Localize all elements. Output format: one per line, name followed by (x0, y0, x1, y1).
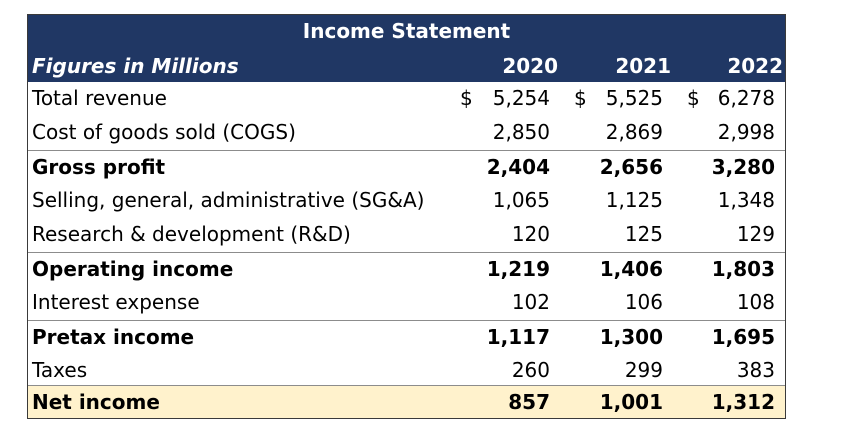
value-2021: 1,125 (605, 188, 663, 212)
value-2020: 1,117 (486, 325, 550, 349)
row-total-revenue: Total revenue $ 5,254 $ 5,525 $ 6,278 (28, 82, 785, 116)
value-2020: 260 (511, 358, 550, 382)
value-2022: 3,280 (711, 155, 775, 179)
row-rnd: Research & development (R&D) 120 125 129 (28, 218, 785, 252)
value-2021: 2,656 (599, 155, 663, 179)
row-label: Research & development (R&D) (32, 222, 351, 246)
row-gross-profit: Gross profit 2,404 2,656 3,280 (28, 150, 785, 184)
row-interest-expense: Interest expense 102 106 108 (28, 286, 785, 320)
value-2021: 2,869 (605, 120, 663, 144)
value-2020: 2,850 (492, 120, 550, 144)
row-label: Total revenue (32, 86, 167, 110)
value-2022: 129 (736, 222, 775, 246)
figures-note: Figures in Millions (32, 54, 239, 78)
row-sga: Selling, general, administrative (SG&A) … (28, 184, 785, 218)
row-label: Operating income (32, 257, 234, 281)
value-2021: 1,300 (599, 325, 663, 349)
value-2021: 125 (624, 222, 663, 246)
value-2022: 108 (736, 290, 775, 314)
row-net-income: Net income 857 1,001 1,312 (28, 385, 785, 418)
row-label: Pretax income (32, 325, 195, 349)
currency-symbol: $ (460, 86, 473, 110)
row-operating-income: Operating income 1,219 1,406 1,803 (28, 252, 785, 286)
value-2022: 1,695 (711, 325, 775, 349)
value-2022: 2,998 (717, 120, 775, 144)
value-2020: 1,219 (486, 257, 550, 281)
table-header: Income Statement Figures in Millions 202… (28, 15, 785, 82)
value-2020: 102 (511, 290, 550, 314)
value-2022: 1,803 (711, 257, 775, 281)
value-2021: 1,406 (599, 257, 663, 281)
value-2020: 5,254 (492, 86, 550, 110)
value-2021: 299 (624, 358, 663, 382)
year-header-2020: 2020 (502, 54, 558, 78)
value-2020: 857 (508, 390, 550, 414)
row-label: Net income (32, 390, 160, 414)
row-taxes: Taxes 260 299 383 (28, 354, 785, 388)
value-2022: 6,278 (717, 86, 775, 110)
row-label: Cost of goods sold (COGS) (32, 120, 296, 144)
table-title: Income Statement (302, 19, 511, 43)
value-2020: 1,065 (492, 188, 550, 212)
value-2022: 383 (736, 358, 775, 382)
currency-symbol: $ (687, 86, 700, 110)
year-header-2022: 2022 (727, 54, 783, 78)
row-label: Gross profit (32, 155, 166, 179)
year-header-2021: 2021 (615, 54, 671, 78)
currency-symbol: $ (574, 86, 587, 110)
row-label: Selling, general, administrative (SG&A) (32, 188, 425, 212)
value-2021: 106 (624, 290, 663, 314)
row-pretax-income: Pretax income 1,117 1,300 1,695 (28, 320, 785, 354)
row-label: Taxes (32, 358, 88, 382)
value-2020: 120 (511, 222, 550, 246)
value-2021: 5,525 (605, 86, 663, 110)
value-2022: 1,312 (711, 390, 775, 414)
income-statement-table: Income Statement Figures in Millions 202… (27, 14, 786, 419)
value-2022: 1,348 (717, 188, 775, 212)
value-2020: 2,404 (486, 155, 550, 179)
value-2021: 1,001 (599, 390, 663, 414)
row-cogs: Cost of goods sold (COGS) 2,850 2,869 2,… (28, 116, 785, 150)
row-label: Interest expense (32, 290, 200, 314)
